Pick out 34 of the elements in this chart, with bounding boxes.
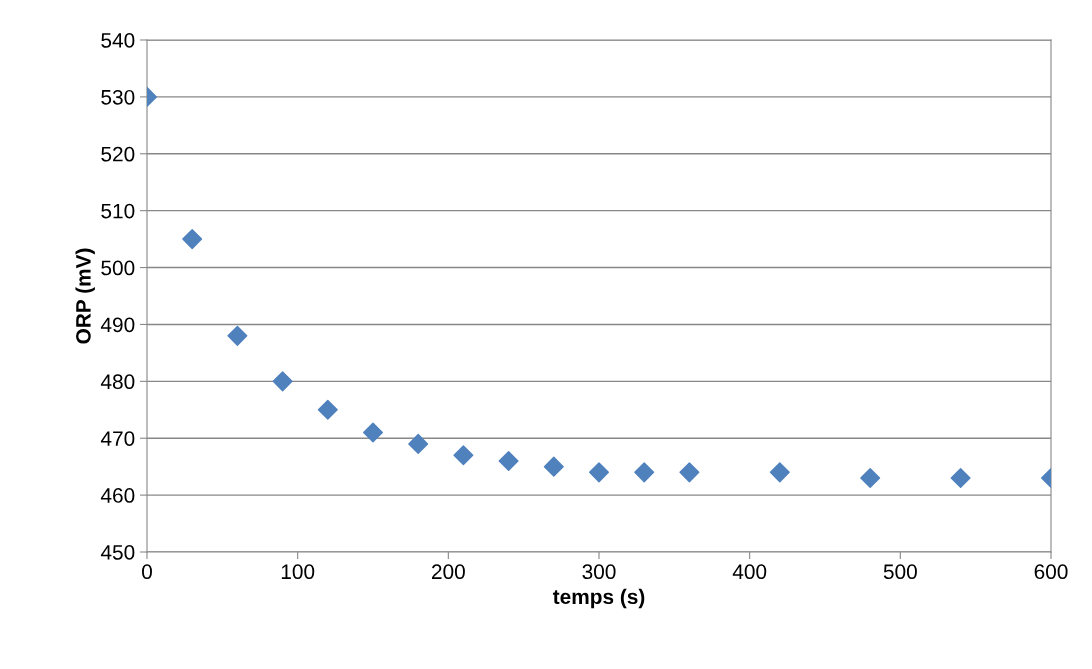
point [498,450,519,471]
x-tick-label: 300 [582,564,616,580]
point [679,462,700,483]
point [634,462,655,483]
point [227,325,248,346]
y-tick-label: 460 [100,488,135,503]
x-tick-label: 100 [281,564,315,580]
point [950,468,971,489]
point [860,468,881,489]
y-tick-label: 450 [100,545,135,560]
point [453,445,474,466]
x-tick-label: 600 [1034,564,1068,580]
y-tick-label: 510 [101,203,135,219]
point [272,371,293,392]
point [317,399,338,420]
y-tick-label: 490 [100,317,135,333]
point [362,422,384,443]
y-tick-label: 530 [101,89,135,105]
x-tick-label: 400 [732,564,767,580]
point [588,462,610,483]
x-tick-label: 200 [432,564,465,580]
y-tick-label: 540 [101,33,135,48]
y-tick-label: 480 [100,374,135,390]
y-tick-label: 470 [100,431,135,446]
y-tick-label: 520 [101,146,135,162]
y-tick-label: 500 [101,260,135,276]
x-tick-label: 500 [883,564,917,580]
point [182,229,203,250]
point [543,456,564,477]
x-axis-title: temps (s) [552,588,645,609]
y-axis-title: ORP (mV) [75,248,95,344]
point [408,433,429,454]
x-tick-label: 0 [142,564,152,580]
point [769,462,790,483]
